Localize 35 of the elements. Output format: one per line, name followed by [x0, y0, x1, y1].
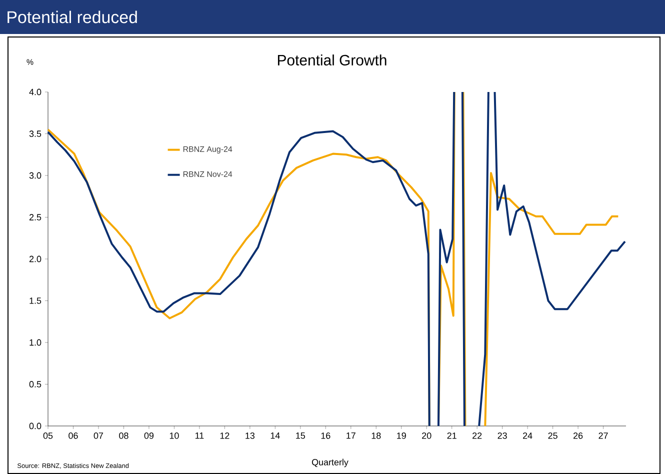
- x-tick-label: 12: [220, 432, 230, 439]
- y-tick-label: 2.5: [29, 214, 42, 220]
- x-tick-label: 24: [523, 432, 532, 439]
- x-tick-label: 25: [548, 432, 558, 439]
- x-tick-label: 11: [195, 432, 204, 439]
- x-tick-label: 18: [372, 432, 381, 439]
- x-tick-label: 10: [170, 432, 179, 439]
- y-tick-label: 2.0: [29, 256, 42, 262]
- x-tick-label: 26: [574, 432, 583, 439]
- x-tick-label: 07: [94, 432, 104, 439]
- y-tick-label: 3.0: [29, 172, 42, 179]
- x-tick-label: 14: [270, 432, 280, 439]
- x-tick-label: 13: [246, 432, 255, 439]
- x-tick-label: 05: [43, 432, 53, 439]
- x-tick-label: 15: [296, 432, 306, 439]
- y-tick-label: 3.5: [29, 130, 42, 137]
- y-tick-label: 4.0: [29, 88, 42, 96]
- y-tick-label: 0.5: [29, 381, 42, 388]
- x-tick-label: 17: [346, 432, 356, 439]
- x-tick-label: 22: [472, 432, 482, 439]
- y-tick-label: 0.0: [29, 422, 42, 430]
- y-tick-label: 1.5: [30, 298, 42, 304]
- x-tick-label: 21: [447, 432, 456, 439]
- x-tick-label: 09: [144, 432, 154, 439]
- x-tick-label: 08: [119, 432, 128, 439]
- x-tick-label: 16: [321, 432, 330, 439]
- x-tick-label: 19: [397, 432, 406, 439]
- chart-subtitle: Potential Growth: [278, 54, 386, 66]
- x-axis-title: Quarterly: [312, 458, 348, 468]
- x-tick-label: 23: [498, 432, 507, 439]
- chart-title: Potential reduced: [8, 10, 137, 24]
- y-tick-label: 1.0: [30, 339, 42, 346]
- x-tick-label: 27: [598, 432, 608, 439]
- x-tick-label: 06: [68, 432, 78, 439]
- x-tick-label: 20: [422, 432, 432, 439]
